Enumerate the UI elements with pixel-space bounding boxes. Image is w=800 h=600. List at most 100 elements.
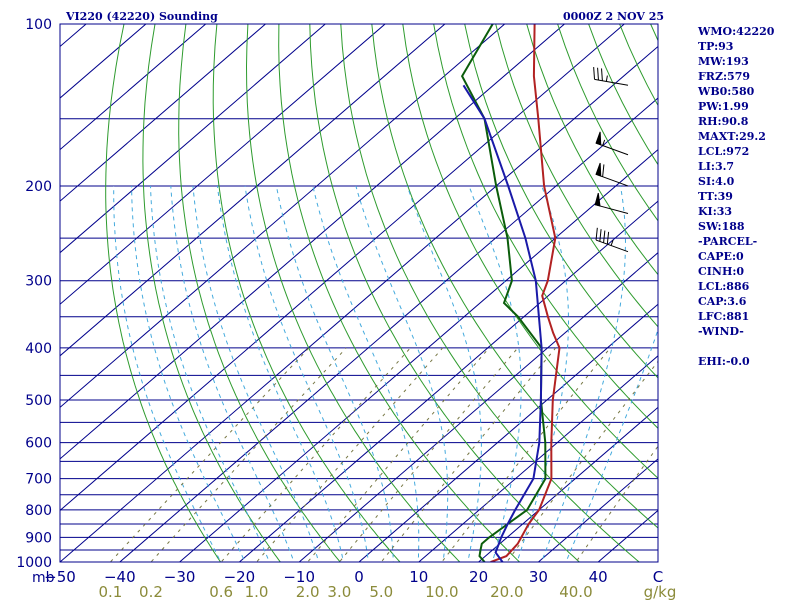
profile-lines bbox=[460, 24, 561, 562]
isotherm-line bbox=[60, 24, 326, 254]
stat-item: TP:93 bbox=[698, 40, 734, 53]
mixing-ratio-line bbox=[338, 347, 519, 562]
background-grid bbox=[0, 24, 658, 562]
temperature-tick-label: −20 bbox=[224, 568, 256, 586]
pressure-tick-label: 600 bbox=[25, 436, 52, 452]
wind-barb bbox=[593, 67, 629, 86]
wind-barb-flag bbox=[595, 227, 598, 241]
isotherm-line bbox=[239, 200, 658, 562]
stat-item: EHI:-0.0 bbox=[698, 355, 750, 368]
moist-adiabat-line bbox=[244, 185, 369, 562]
dry-adiabat-line bbox=[278, 24, 521, 562]
temperature-tick-label: 30 bbox=[529, 568, 548, 586]
wind-barb bbox=[595, 227, 629, 253]
moist-adiabat-line bbox=[516, 185, 569, 562]
mixing-ratio-label: 0.2 bbox=[139, 583, 163, 600]
dry-adiabat-line bbox=[212, 24, 401, 562]
stat-item: SW:188 bbox=[698, 220, 745, 233]
stat-item: -PARCEL- bbox=[698, 235, 758, 248]
pressure-tick-label: 800 bbox=[25, 503, 52, 519]
plot-frame bbox=[59, 23, 659, 563]
pressure-tick-label: 1000 bbox=[16, 555, 52, 571]
isotherm-line bbox=[0, 24, 26, 562]
temperature-tick-label: 20 bbox=[469, 568, 488, 586]
wind-barb-flag bbox=[593, 67, 596, 80]
isotherm-line bbox=[60, 24, 207, 151]
mixing-ratio-line bbox=[255, 347, 444, 562]
moist-adiabat-line bbox=[192, 185, 320, 562]
isotherm-line bbox=[478, 406, 658, 562]
stat-item: MAXT:29.2 bbox=[698, 130, 766, 143]
dry-adiabat-line bbox=[245, 24, 461, 562]
mixing-ratio-label: g/kg bbox=[644, 583, 677, 600]
isotherm-line bbox=[60, 24, 386, 305]
dry-adiabat-line bbox=[142, 24, 282, 562]
stat-item: RH:90.8 bbox=[698, 115, 749, 128]
dry-adiabat-line bbox=[178, 24, 341, 562]
wind-barb-flag bbox=[603, 230, 606, 243]
temperature-tick-label: −40 bbox=[104, 568, 136, 586]
dry-adiabat-line bbox=[526, 24, 658, 276]
pressure-tick-label: 200 bbox=[25, 179, 52, 195]
stat-item: -WIND- bbox=[698, 325, 744, 338]
temperature-tick-label: C bbox=[653, 568, 663, 586]
stat-item: WB0:580 bbox=[698, 85, 755, 98]
wind-barb bbox=[594, 192, 629, 214]
wind-barb-shaft bbox=[595, 173, 629, 187]
parcel-line bbox=[462, 84, 543, 562]
mixing-ratio-label: 20.0 bbox=[490, 583, 523, 600]
temperature-tick-label: 0 bbox=[354, 568, 364, 586]
wind-barb-pennant bbox=[595, 162, 602, 177]
temperature-tick-label: −50 bbox=[44, 568, 76, 586]
moist-adiabat-line bbox=[355, 185, 449, 562]
stat-item: LCL:886 bbox=[698, 280, 750, 293]
mixing-ratio-label: 1.0 bbox=[245, 583, 269, 600]
moist-adiabat-line bbox=[565, 328, 658, 562]
moist-adiabat-line bbox=[406, 185, 482, 562]
moist-adiabat-line bbox=[113, 186, 222, 562]
temperature-tick-label: 10 bbox=[409, 568, 428, 586]
pressure-unit-label: mb bbox=[32, 570, 55, 586]
stat-item: MW:193 bbox=[698, 55, 749, 68]
stat-item: CAP:3.6 bbox=[698, 295, 747, 308]
dry-adiabat-line bbox=[433, 24, 658, 430]
mixing-ratio-label: 5.0 bbox=[369, 583, 393, 600]
dry-adiabat-line bbox=[402, 24, 658, 479]
wind-barb-flag bbox=[602, 164, 605, 177]
stat-item: LCL:972 bbox=[698, 145, 750, 158]
isotherm-line bbox=[298, 252, 658, 562]
dry-adiabat-line bbox=[340, 24, 640, 562]
moist-adiabat-line bbox=[170, 185, 295, 562]
moist-adiabat-line bbox=[312, 185, 420, 562]
pressure-tick-label: 700 bbox=[25, 472, 52, 488]
wind-barb-flag bbox=[601, 68, 603, 81]
wind-barb-shaft bbox=[595, 239, 629, 253]
mixing-ratio-label: 2.0 bbox=[296, 583, 320, 600]
isotherm-line bbox=[418, 355, 658, 562]
pressure-tick-label: 300 bbox=[25, 274, 52, 290]
isotherm-line bbox=[179, 148, 658, 562]
wind-barb-pennant bbox=[595, 131, 602, 146]
temperature-tick-label: −10 bbox=[283, 568, 315, 586]
dry-adiabat-line bbox=[495, 24, 658, 328]
wind-barb-half-flag bbox=[610, 239, 614, 246]
wind-barb bbox=[595, 131, 629, 156]
wind-barb-shaft bbox=[595, 142, 629, 156]
stat-item bbox=[698, 339, 774, 354]
isotherm-line bbox=[60, 24, 266, 202]
isotherm-line bbox=[60, 24, 565, 460]
stat-item: LFC:881 bbox=[698, 310, 750, 323]
wind-barb-shaft bbox=[595, 204, 629, 214]
isotherm-line bbox=[538, 458, 658, 562]
pressure-tick-label: 500 bbox=[25, 393, 52, 409]
wind-barb-flag bbox=[606, 231, 610, 245]
mixing-ratio-label: 0.1 bbox=[98, 583, 122, 600]
mixing-ratio-line bbox=[380, 347, 557, 562]
temperature-tick-label: −30 bbox=[164, 568, 196, 586]
dry-adiabat-line bbox=[371, 24, 658, 529]
dry-adiabat-line bbox=[309, 24, 581, 562]
stat-item: CAPE:0 bbox=[698, 250, 744, 263]
isotherm-line bbox=[358, 303, 658, 562]
